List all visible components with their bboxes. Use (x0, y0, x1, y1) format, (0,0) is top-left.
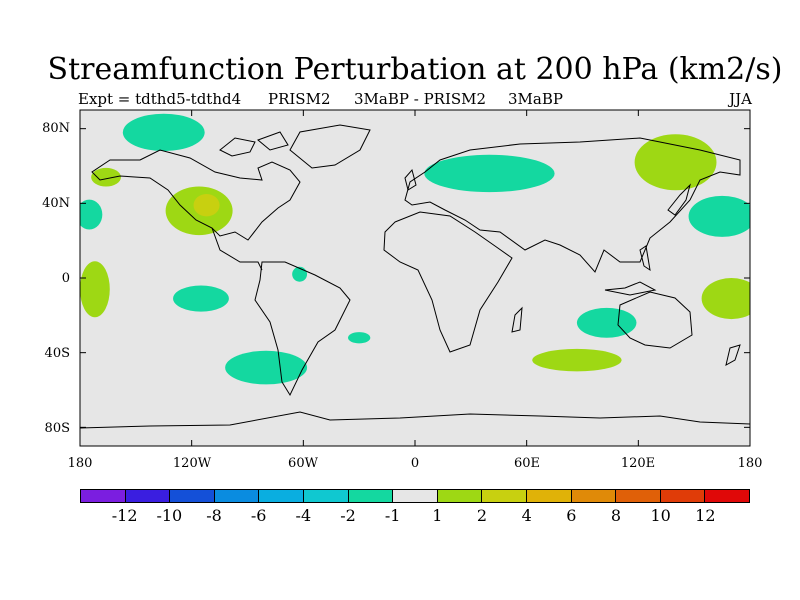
colorbar-label: -6 (250, 506, 267, 525)
lat-tick-label: 40S (44, 346, 70, 361)
contour-region (688, 195, 750, 237)
colorbar-segment (259, 490, 304, 502)
colorbar-label: 4 (521, 506, 532, 525)
lat-tick-label: 80S (44, 421, 70, 436)
contour-regions (80, 113, 750, 385)
contour-region (80, 199, 103, 230)
colorbar-segment (526, 490, 572, 502)
contour-region (80, 261, 110, 318)
colorbar-segment (214, 490, 260, 502)
subtitle-season: JJA (729, 90, 752, 108)
colorbar-label: -2 (340, 506, 356, 525)
colorbar-segment (660, 490, 706, 502)
colorbar (80, 489, 750, 503)
colorbar-label: 12 (695, 506, 716, 525)
contour-region (292, 266, 308, 282)
colorbar-label: -4 (295, 506, 312, 525)
colorbar-label: 2 (476, 506, 488, 525)
colorbar-label: -8 (206, 506, 222, 525)
colorbar-segment (170, 490, 215, 502)
contour-region (701, 278, 750, 320)
contour-region (173, 285, 229, 312)
lat-tick-label: 40N (42, 196, 70, 211)
contour-region (225, 350, 308, 385)
contour-region (634, 134, 717, 191)
lon-tick-label: 180 (737, 456, 763, 471)
colorbar-segment (616, 490, 661, 502)
contour-region (424, 154, 555, 193)
contour-region (193, 194, 220, 217)
colorbar-segment (125, 490, 171, 502)
lon-tick-label: 120W (172, 456, 212, 471)
colorbar-segment (571, 490, 617, 502)
colorbar-segment (303, 490, 349, 502)
subtitle-experiment: Expt = tdthd5-tdthd4 (78, 90, 242, 108)
colorbar-segment (393, 490, 438, 502)
axis-ticks (79, 110, 751, 446)
lat-tick-label: 0 (61, 271, 70, 286)
lon-tick-label: 60W (288, 456, 318, 471)
colorbar-label: -10 (156, 506, 183, 525)
lon-tick-label: 0 (410, 456, 420, 471)
colorbar-segment (81, 490, 126, 502)
colorbar-label: 6 (566, 506, 577, 525)
colorbar-segment (705, 490, 749, 502)
subtitle-difference: 3MaBP - PRISM2 (354, 90, 487, 108)
lon-tick-label: 120E (620, 456, 656, 471)
colorbar-label: -1 (384, 506, 401, 525)
subtitle-prism2: PRISM2 (268, 90, 331, 108)
contour-region (348, 332, 371, 344)
colorbar-segment (348, 490, 394, 502)
subtitle-3mabp: 3MaBP (508, 90, 563, 108)
colorbar-label: -12 (111, 506, 138, 525)
colorbar-label: 10 (650, 506, 671, 525)
contour-region (91, 167, 121, 187)
coastlines (80, 124, 750, 429)
contour-region (576, 307, 637, 338)
colorbar-segment (437, 490, 483, 502)
chart-title: Streamfunction Perturbation at 200 hPa (… (47, 52, 783, 87)
colorbar-label: 8 (610, 506, 622, 525)
contour-region (532, 348, 622, 372)
lon-tick-label: 180 (67, 456, 93, 471)
lat-tick-label: 80N (42, 121, 70, 136)
colorbar-label: 1 (432, 506, 443, 525)
colorbar-segment (482, 490, 527, 502)
lon-tick-label: 60E (513, 456, 541, 471)
contour-region (122, 113, 205, 152)
